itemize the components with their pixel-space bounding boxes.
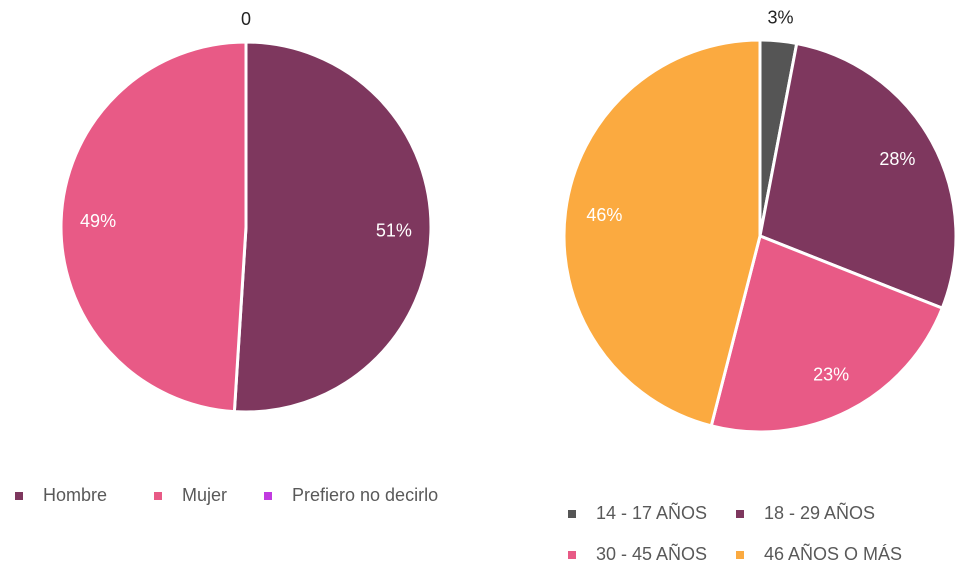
legend-label: Prefiero no decirlo <box>292 485 438 505</box>
legend-marker <box>736 551 744 559</box>
pie-slice <box>562 38 762 428</box>
legend-label: Mujer <box>182 485 227 505</box>
legend-marker <box>568 551 576 559</box>
legend-label: 30 - 45 AÑOS <box>596 543 707 564</box>
data-label: 3% <box>768 8 794 28</box>
pie-slice <box>709 233 945 434</box>
data-label: 28% <box>879 149 915 169</box>
legend-marker <box>568 510 576 518</box>
data-label: 0 <box>241 9 251 29</box>
data-label: 51% <box>376 220 412 240</box>
legend-marker <box>154 492 162 500</box>
legend-marker <box>264 492 272 500</box>
legend-marker <box>15 492 23 500</box>
data-label: 23% <box>813 364 849 384</box>
legend-label: 46 AÑOS O MÁS <box>764 543 902 564</box>
pie-slice <box>232 40 433 414</box>
legend-marker <box>736 510 744 518</box>
legend-label: Hombre <box>43 485 107 505</box>
legend-label: 18 - 29 AÑOS <box>764 502 875 523</box>
legend-label: 14 - 17 AÑOS <box>596 502 707 523</box>
pie-slice <box>59 40 248 414</box>
data-label: 49% <box>80 211 116 231</box>
data-label: 46% <box>586 205 622 225</box>
pie-slice <box>758 41 958 311</box>
